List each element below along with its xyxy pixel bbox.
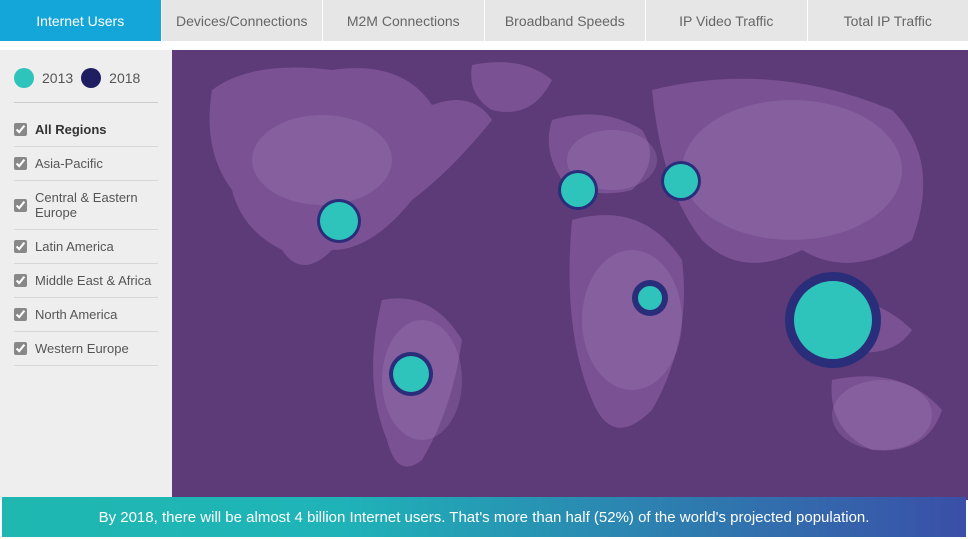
sidebar: 2013 2018 All Regions Asia-Pacific Central… <box>0 50 172 500</box>
bubble-core <box>393 356 429 392</box>
tab-ip-video-traffic[interactable]: IP Video Traffic <box>646 0 808 41</box>
region-checkbox[interactable] <box>14 157 27 170</box>
legend-swatch-2018 <box>81 68 101 88</box>
legend: 2013 2018 <box>14 62 158 103</box>
region-latin-america[interactable]: Latin America <box>14 230 158 264</box>
tab-bar: Internet UsersDevices/ConnectionsM2M Con… <box>0 0 968 42</box>
app-root: Internet UsersDevices/ConnectionsM2M Con… <box>0 0 968 539</box>
content-row: 2013 2018 All Regions Asia-Pacific Central… <box>0 50 968 500</box>
region-western-europe[interactable]: Western Europe <box>14 332 158 366</box>
region-north-america[interactable]: North America <box>14 298 158 332</box>
region-label: Western Europe <box>35 341 129 356</box>
region-checkbox[interactable] <box>14 274 27 287</box>
region-label: Latin America <box>35 239 114 254</box>
region-all-checkbox[interactable] <box>14 123 27 136</box>
region-middle-east-africa[interactable]: Middle East & Africa <box>14 264 158 298</box>
legend-swatch-2013 <box>14 68 34 88</box>
bubble-core <box>320 202 358 240</box>
world-map <box>172 50 968 500</box>
tab-internet-users[interactable]: Internet Users <box>0 0 162 41</box>
bubble-western-europe[interactable] <box>558 170 598 210</box>
bubble-latin-america[interactable] <box>389 352 433 396</box>
tab-m2m-connections[interactable]: M2M Connections <box>323 0 485 41</box>
bubble-core <box>561 173 595 207</box>
bubble-north-america[interactable] <box>317 199 361 243</box>
bubble-core <box>794 281 872 359</box>
bubble-middle-east-africa[interactable] <box>632 280 668 316</box>
legend-label-2018: 2018 <box>109 70 140 86</box>
region-checkbox[interactable] <box>14 308 27 321</box>
bubble-core <box>664 164 698 198</box>
footer-banner: By 2018, there will be almost 4 billion … <box>2 497 966 537</box>
region-label: North America <box>35 307 117 322</box>
region-checkbox[interactable] <box>14 342 27 355</box>
tab-devices-connections[interactable]: Devices/Connections <box>162 0 324 41</box>
region-central-eastern-europe[interactable]: Central & Eastern Europe <box>14 181 158 230</box>
region-checkbox[interactable] <box>14 199 27 212</box>
region-label: Central & Eastern Europe <box>35 190 158 220</box>
region-asia-pacific[interactable]: Asia-Pacific <box>14 147 158 181</box>
legend-label-2013: 2013 <box>42 70 73 86</box>
bubble-central-eastern-europe[interactable] <box>661 161 701 201</box>
region-label: Middle East & Africa <box>35 273 151 288</box>
region-checkbox[interactable] <box>14 240 27 253</box>
region-label: Asia-Pacific <box>35 156 103 171</box>
footer-text: By 2018, there will be almost 4 billion … <box>99 509 870 526</box>
tab-total-ip-traffic[interactable]: Total IP Traffic <box>808 0 968 41</box>
bubble-core <box>638 286 662 310</box>
region-all-label: All Regions <box>35 122 107 137</box>
bubble-asia-pacific[interactable] <box>785 272 881 368</box>
region-all[interactable]: All Regions <box>14 113 158 147</box>
region-list: All Regions Asia-Pacific Central & Easter… <box>14 103 158 366</box>
tab-broadband-speeds[interactable]: Broadband Speeds <box>485 0 647 41</box>
